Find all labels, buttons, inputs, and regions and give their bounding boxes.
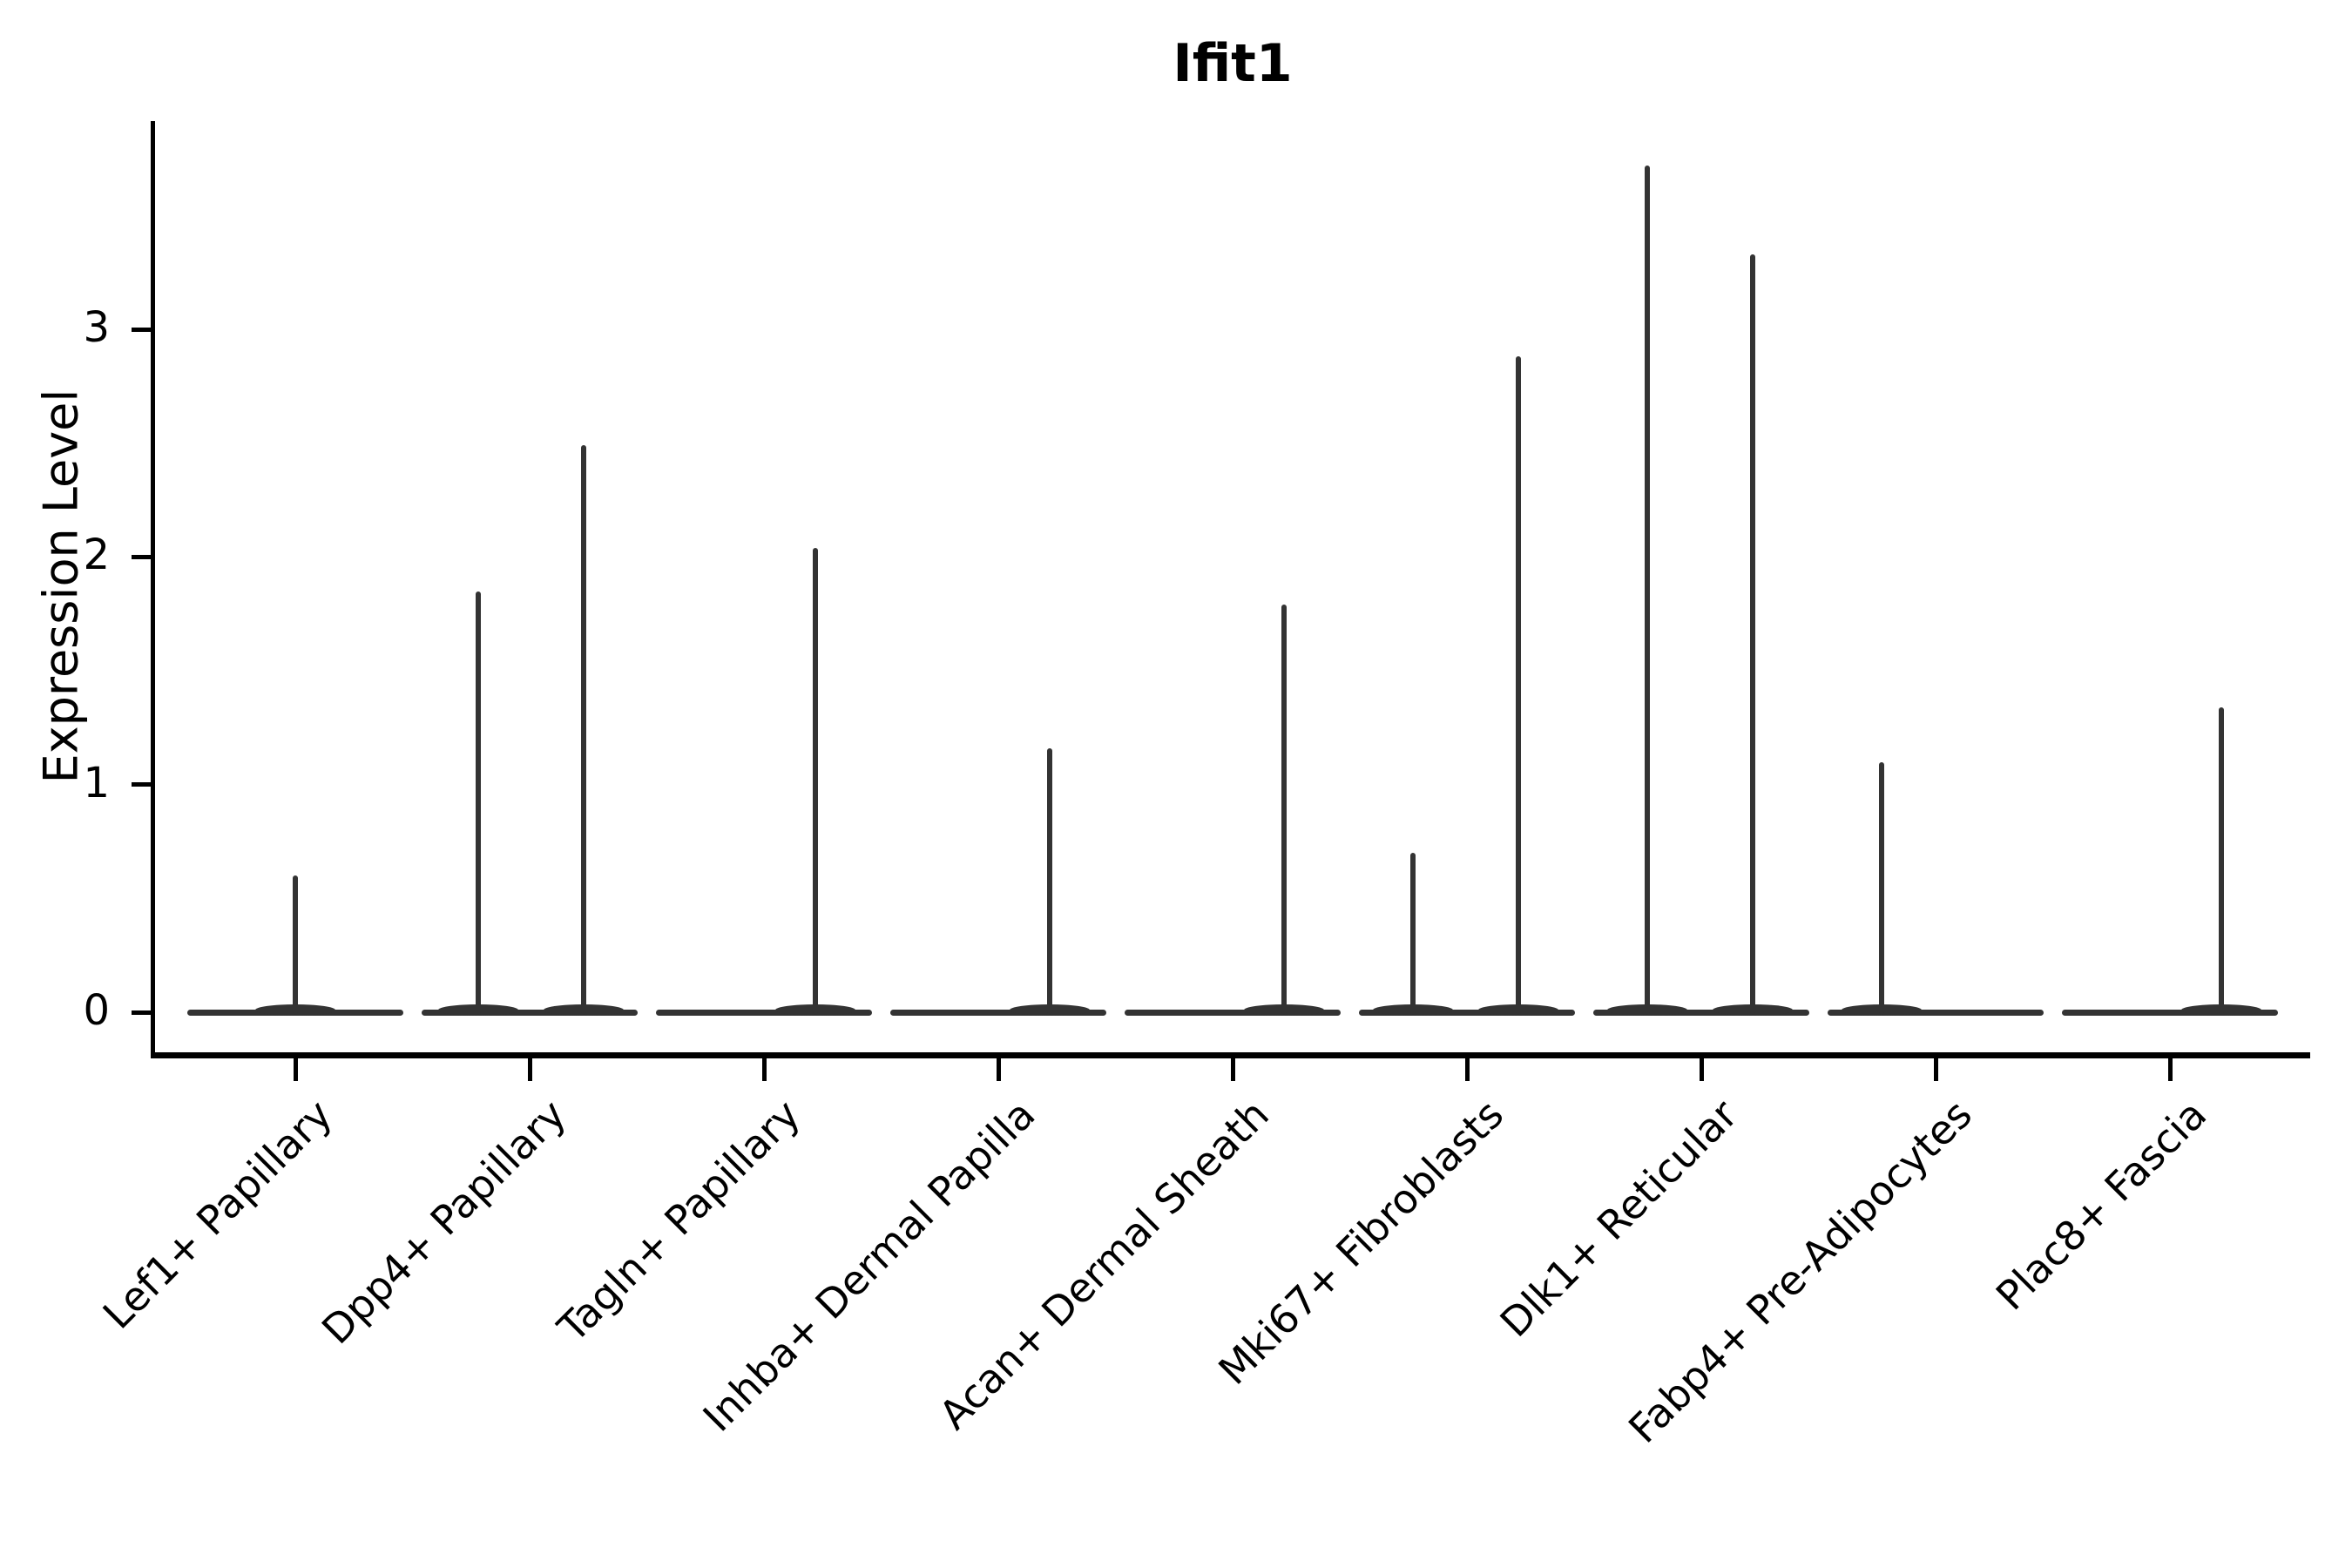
y-tick-mark <box>132 1010 151 1015</box>
x-tick-label: Lef1+ Papillary <box>93 1091 341 1338</box>
violin-baseline <box>1828 1009 2044 1016</box>
y-axis-spine <box>151 121 155 1058</box>
x-axis-spine <box>151 1052 2310 1058</box>
violin-spike <box>1750 253 1756 1016</box>
y-tick-label: 0 <box>83 985 110 1035</box>
violin-spike <box>1410 853 1416 1016</box>
x-tick-mark <box>527 1058 532 1081</box>
violin-spike <box>813 547 819 1016</box>
x-tick-mark <box>761 1058 767 1081</box>
violin-spike <box>580 445 586 1016</box>
violin-spike <box>1281 605 1288 1016</box>
violin-spike <box>1879 761 1885 1016</box>
violin-baseline <box>656 1009 872 1016</box>
y-tick-label: 2 <box>83 531 110 580</box>
x-tick-label: Plac8+ Fascia <box>1986 1091 2216 1320</box>
x-tick-label: Tagln+ Papillary <box>549 1091 810 1351</box>
violin-spike <box>293 875 298 1016</box>
x-tick-mark <box>996 1058 1001 1081</box>
violin-baseline <box>890 1009 1106 1016</box>
x-tick-mark <box>2167 1058 2173 1081</box>
violin-spike <box>2219 706 2225 1016</box>
violin-baseline <box>1125 1009 1341 1016</box>
violin-baseline <box>2062 1009 2278 1016</box>
y-tick-mark <box>132 554 151 559</box>
x-tick-mark <box>1230 1058 1235 1081</box>
violin-baseline <box>1359 1009 1575 1016</box>
x-tick-label: Dpp4+ Papillary <box>312 1091 576 1354</box>
violin-spike <box>1047 747 1053 1016</box>
x-tick-mark <box>293 1058 298 1081</box>
x-tick-mark <box>1933 1058 1938 1081</box>
violin-spike <box>1516 356 1522 1016</box>
x-tick-mark <box>1699 1058 1704 1081</box>
y-tick-mark <box>132 327 151 332</box>
x-tick-label: Dlk1+ Reticular <box>1490 1091 1747 1347</box>
violin-baseline <box>422 1009 638 1016</box>
y-tick-label: 1 <box>83 758 110 808</box>
violin-spike <box>475 591 481 1016</box>
y-tick-mark <box>132 782 151 787</box>
y-tick-label: 3 <box>83 302 110 352</box>
x-tick-mark <box>1464 1058 1470 1081</box>
plot-title: Ifit1 <box>1173 33 1293 94</box>
violin-spike <box>1645 165 1651 1016</box>
violin-baseline <box>1593 1009 1809 1016</box>
